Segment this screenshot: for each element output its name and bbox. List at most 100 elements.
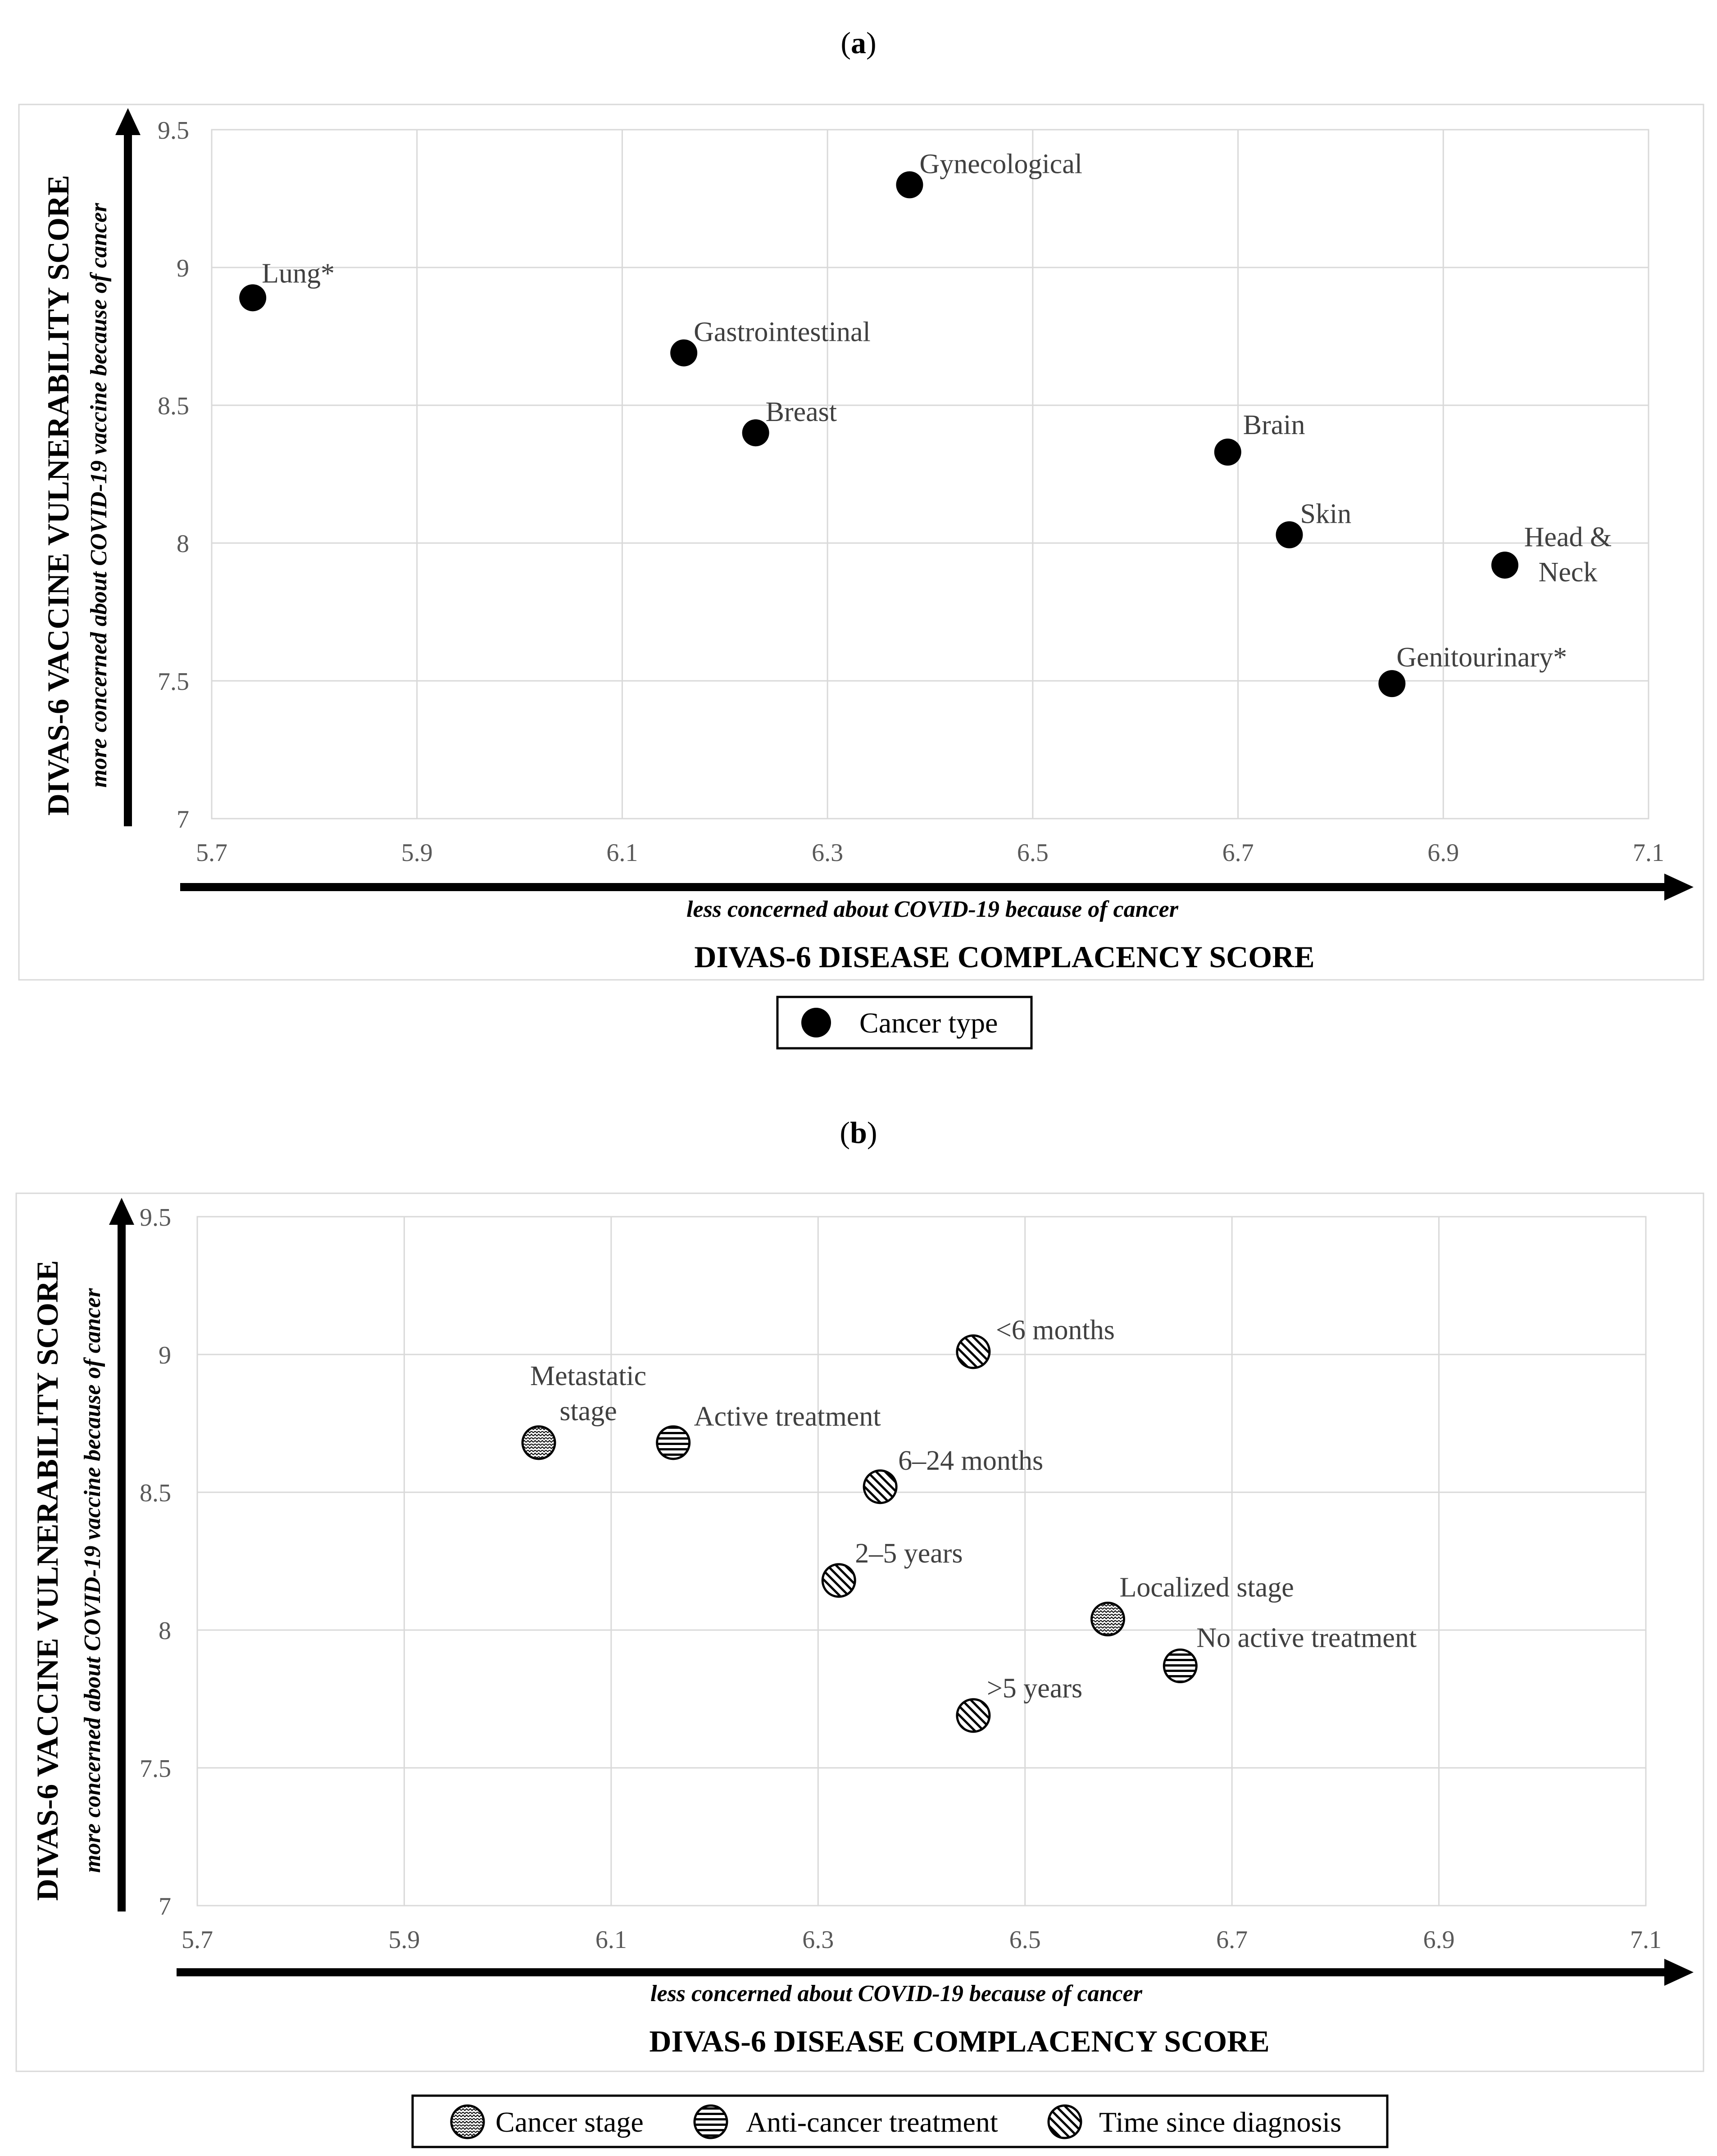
data-point-breast <box>742 419 769 447</box>
panel-a-x-title: DIVAS-6 DISEASE COMPLACENCY SCORE <box>694 940 1314 974</box>
panel-b-legend-box <box>411 2094 1389 2148</box>
data-point-genitourinary <box>1378 670 1406 698</box>
panel-b-y-tick-label: 7.5 <box>140 1755 171 1783</box>
panel-a-x-arrow-head <box>1664 874 1694 901</box>
data-point-2-5-years <box>821 1563 856 1598</box>
data-point-lung <box>239 284 267 312</box>
panel-a-y-ticks: 7 7.5 8 8.5 9 9.5 <box>158 117 189 833</box>
data-label-gastrointestinal: Gastrointestinal <box>694 317 871 348</box>
panel-b-x-tick-label: 5.9 <box>388 1926 420 1954</box>
panel-b-legend: Cancer stage Anti-cancer treatment Time … <box>411 2094 1389 2148</box>
panel-a-x-ticks: 5.7 5.9 6.1 6.3 6.5 6.7 6.9 7.1 <box>196 839 1664 867</box>
data-label-head-line2: Neck <box>1539 557 1598 588</box>
data-point-localized-stage <box>1090 1602 1125 1637</box>
panel-b: (b) 7 7.5 8 8.5 9 9.5 5.7 5.9 6.1 6.3 6.5 6.7 6.9 7.… <box>15 1115 1704 2148</box>
legend-cancer-stage-label: Cancer stage <box>495 2106 644 2138</box>
legend-anti-cancer-treatment-label: Anti-cancer treatment <box>746 2106 998 2138</box>
panel-a-frame <box>18 104 1704 981</box>
panel-a-x-tick-label: 7.1 <box>1633 839 1664 867</box>
panel-b-frame <box>15 1192 1704 2072</box>
legend-cancer-type-marker <box>801 1008 831 1037</box>
data-label-localized-stage: Localized stage <box>1119 1572 1294 1603</box>
panel-b-x-sublabel: less concerned about COVID-19 because of… <box>650 1981 1143 2007</box>
data-label-6-months: <6 months <box>996 1315 1115 1345</box>
panel-a-y-title: DIVAS-6 VACCINE VULNERABILITY SCORE <box>41 175 75 816</box>
data-label-metastatic-line2: stage <box>559 1396 617 1427</box>
panel-a-y-tick-label: 8.5 <box>158 392 189 420</box>
panel-a-y-tick-label: 8 <box>177 530 189 558</box>
panel-b-x-title: DIVAS-6 DISEASE COMPLACENCY SCORE <box>649 2024 1269 2058</box>
panel-a-x-tick-label: 6.5 <box>1017 839 1049 867</box>
panel-b-y-ticks: 7 7.5 8 8.5 9 9.5 <box>140 1204 171 1920</box>
data-label-genitourinary: Genitourinary* <box>1396 642 1567 673</box>
data-point-active-treatment <box>656 1425 691 1460</box>
panel-a-y-tick-label: 7.5 <box>158 668 189 696</box>
data-label-breast: Breast <box>766 397 837 427</box>
panel-b-x-tick-label: 6.9 <box>1423 1926 1455 1954</box>
panel-a-y-tick-label: 9.5 <box>158 117 189 145</box>
data-point-skin <box>1276 521 1303 548</box>
panel-b-y-tick-label: 8.5 <box>140 1479 171 1507</box>
data-label-gynecological: Gynecological <box>919 149 1082 179</box>
data-label-no-active-treatment: No active treatment <box>1196 1623 1417 1653</box>
data-label-2-5-years: 2–5 years <box>855 1538 963 1569</box>
panel-b-points: Metastatic stage Active treatment <6 months… <box>521 1315 1417 1733</box>
data-point-brain <box>1214 439 1241 466</box>
data-label-skin: Skin <box>1300 499 1352 530</box>
panel-b-x-tick-label: 5.7 <box>182 1926 213 1954</box>
data-label-brain: Brain <box>1243 410 1305 440</box>
panel-b-y-tick-label: 8 <box>159 1617 171 1645</box>
panel-b-plot-area <box>196 1216 1647 1907</box>
panel-a-x-sublabel: less concerned about COVID-19 because of… <box>686 897 1179 922</box>
panel-a-letter: a <box>851 26 866 60</box>
data-point-gynecological <box>896 171 923 199</box>
panel-b-y-tick-label: 7 <box>159 1893 171 1920</box>
panel-b-y-tick-label: 9.5 <box>140 1204 171 1232</box>
data-label-head: Head & <box>1524 522 1612 553</box>
panel-b-x-tick-label: 6.7 <box>1216 1926 1248 1954</box>
panel-b-y-tick-label: 9 <box>159 1341 171 1369</box>
panel-b-x-tick-label: 7.1 <box>1630 1926 1662 1954</box>
panel-b-x-tick-label: 6.5 <box>1009 1926 1041 1954</box>
panel-a-y-tick-label: 9 <box>177 254 189 282</box>
panel-a-legend: Cancer type <box>776 996 1033 1050</box>
data-point-gastrointestinal <box>670 339 698 367</box>
panel-a-y-sublabel: more concerned about COVID-19 vaccine be… <box>86 203 112 788</box>
panel-b-letter: b <box>850 1115 867 1150</box>
data-point-head <box>1491 551 1518 579</box>
legend-time-since-diagnosis-marker <box>1047 2104 1082 2139</box>
data-label-6-24-months: 6–24 months <box>898 1445 1043 1476</box>
panel-b-title: (b) <box>840 1115 877 1150</box>
panel-a-plot-area <box>211 129 1649 820</box>
data-point-no-active-treatment <box>1163 1649 1198 1684</box>
panel-b-x-ticks: 5.7 5.9 6.1 6.3 6.5 6.7 6.9 7.1 <box>182 1926 1662 1954</box>
data-label-lung: Lung* <box>262 258 335 289</box>
panel-a-grid <box>211 129 1649 820</box>
panel-a-points: Lung* Gynecological Gastrointestinal Breast… <box>239 149 1612 698</box>
panel-a-x-tick-label: 5.9 <box>401 839 433 867</box>
panel-b-y-sublabel: more concerned about COVID-19 vaccine be… <box>80 1288 105 1873</box>
panel-a-x-tick-label: 6.9 <box>1427 839 1459 867</box>
legend-cancer-stage-marker <box>450 2104 485 2139</box>
panel-a-y-arrow-head <box>115 108 141 135</box>
legend-time-since-diagnosis-label: Time since diagnosis <box>1099 2106 1341 2138</box>
panel-a-x-tick-label: 5.7 <box>196 839 227 867</box>
panel-a-title: (a) <box>840 26 876 60</box>
panel-a: (a) 7 7.5 8 8.5 9 9.5 5.7 5.9 6.1 6.3 6.5 6.7 6.9 7.… <box>18 26 1704 1050</box>
panel-a-x-tick-label: 6.1 <box>606 839 638 867</box>
panel-b-x-arrow-head <box>1664 1959 1694 1986</box>
legend-cancer-type-label: Cancer type <box>859 1007 998 1039</box>
data-point-5-years <box>956 1698 991 1733</box>
legend-anti-cancer-treatment-marker <box>693 2104 728 2139</box>
panel-b-x-tick-label: 6.1 <box>595 1926 627 1954</box>
data-point-6-months <box>956 1334 991 1369</box>
data-point-metastatic <box>521 1425 556 1460</box>
data-point-6-24-months <box>863 1469 898 1504</box>
panel-a-y-tick-label: 7 <box>177 806 189 833</box>
data-label-metastatic: Metastatic <box>530 1361 646 1391</box>
panel-b-x-tick-label: 6.3 <box>802 1926 834 1954</box>
panel-a-x-tick-label: 6.7 <box>1222 839 1254 867</box>
data-label-active-treatment: Active treatment <box>694 1401 881 1432</box>
data-label-5-years: >5 years <box>987 1673 1082 1704</box>
